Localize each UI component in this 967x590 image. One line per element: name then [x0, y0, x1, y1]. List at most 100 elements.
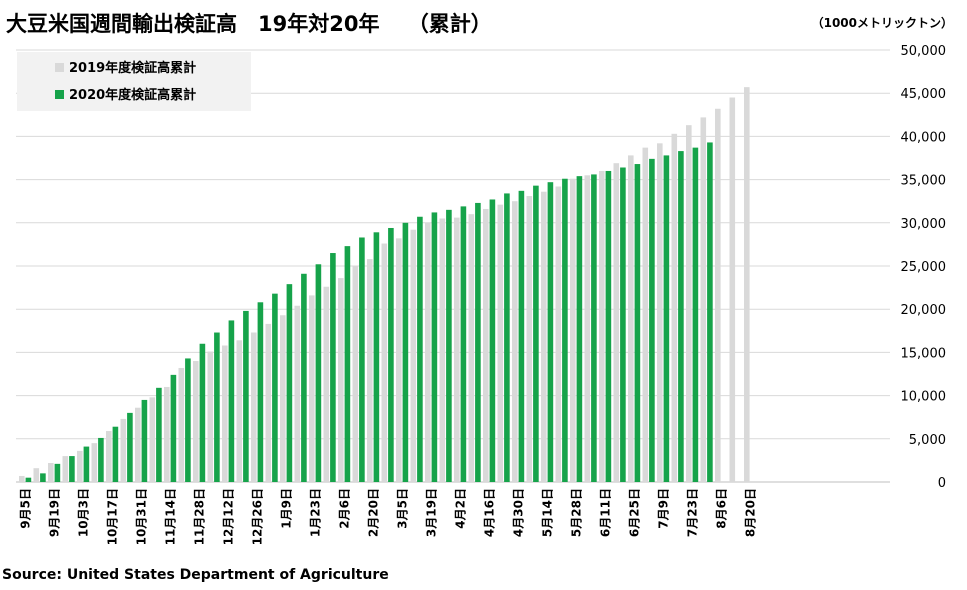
x-tick-label: 4月16日: [482, 488, 496, 537]
y-tick-label: 50,000: [901, 44, 947, 59]
bar-2019: [613, 163, 620, 482]
bar-2020: [344, 246, 351, 482]
bar-2020: [83, 446, 90, 482]
y-axis: 0 5,000 10,000 15,000 20,000 25,000 30,000 35,0…: [901, 44, 947, 491]
bar-2020: [518, 190, 525, 482]
bar-2019: [541, 191, 547, 483]
bar-2020: [301, 273, 307, 482]
bar-2019: [671, 133, 678, 483]
bar-2020: [533, 185, 539, 482]
x-tick-label: 10月31日: [134, 488, 148, 545]
bar-2019: [512, 201, 518, 482]
bar-2019: [396, 238, 402, 482]
y-tick-label: 35,000: [901, 174, 947, 189]
bar-2020: [620, 167, 626, 482]
bar-2020: [431, 212, 438, 482]
bar-2020: [663, 155, 670, 482]
bar-2019: [483, 208, 489, 482]
y-tick-label: 5,000: [909, 433, 946, 448]
bar-2020: [359, 237, 365, 482]
bar-2019: [425, 222, 431, 483]
bar-2019: [367, 259, 373, 482]
x-tick-label: 3月5日: [395, 488, 409, 529]
bar-2019: [149, 397, 156, 482]
x-tick-label: 5月28日: [569, 488, 583, 537]
bar-2019: [555, 186, 562, 482]
bar-2019: [77, 450, 83, 482]
legend-label: 2019年度検証高累計: [69, 60, 196, 76]
x-tick-label: 6月11日: [598, 488, 612, 537]
bar-2019: [178, 367, 185, 482]
bar-2020: [417, 216, 423, 482]
bar-2020: [402, 222, 409, 483]
x-axis: 9月5日 9月19日 10月3日 10月17日 10月31日 11月14日 11月28日 12…: [18, 488, 757, 545]
bar-2020: [141, 399, 148, 482]
bar-2020: [576, 176, 583, 483]
bar-2020: [112, 426, 119, 482]
bar-2019: [19, 475, 25, 482]
legend-swatch: [55, 90, 64, 99]
x-tick-label: 2月6日: [337, 488, 351, 529]
y-tick-label: 25,000: [901, 260, 947, 275]
bar-2020: [692, 147, 699, 482]
bar-2020: [199, 343, 206, 482]
x-tick-label: 1月23日: [308, 488, 322, 537]
x-tick-label: 12月26日: [250, 488, 264, 545]
y-tick-label: 20,000: [901, 303, 947, 318]
bar-2019: [280, 315, 286, 482]
bar-2019: [62, 456, 69, 482]
x-tick-label: 11月28日: [192, 488, 206, 545]
bar-2020: [446, 209, 452, 482]
bar-2020: [98, 437, 104, 482]
y-tick-label: 45,000: [901, 87, 947, 102]
x-tick-label: 12月12日: [221, 488, 235, 545]
bar-2020: [243, 310, 249, 482]
bar-2019: [729, 97, 736, 483]
y-tick-label: 0: [938, 476, 946, 491]
bar-2019: [352, 266, 359, 482]
bar-2020: [272, 293, 278, 482]
x-tick-label: 8月20日: [743, 488, 757, 537]
bar-2019: [323, 286, 330, 482]
bar-2019: [294, 305, 301, 482]
legend-box: [17, 52, 251, 111]
bar-2020: [373, 232, 380, 482]
x-tick-label: 6月25日: [627, 488, 641, 537]
bar-2019: [715, 108, 721, 482]
bar-2020: [678, 151, 684, 482]
x-tick-label: 4月2日: [453, 488, 467, 529]
y-tick-label: 40,000: [901, 130, 947, 145]
bar-2019: [468, 214, 475, 482]
bar-2020: [257, 302, 264, 482]
bar-2019: [309, 295, 315, 482]
bar-2019: [338, 278, 344, 482]
bar-2020: [170, 374, 177, 482]
bar-2020: [489, 199, 496, 483]
unit-label: （1000メトリックトン）: [811, 16, 953, 30]
bar-2019: [410, 229, 417, 482]
bar-2019: [207, 351, 214, 482]
bar-2019: [135, 407, 141, 482]
bar-2019: [236, 340, 243, 482]
bar-2020: [547, 182, 554, 482]
bar-2020: [330, 253, 336, 482]
source-note: Source: United States Department of Agri…: [2, 567, 389, 583]
bar-2020: [591, 174, 597, 482]
x-tick-label: 4月30日: [511, 488, 525, 537]
x-tick-label: 3月19日: [424, 488, 438, 537]
x-tick-label: 2月20日: [366, 488, 380, 537]
bar-2019: [33, 468, 40, 482]
bar-2020: [54, 463, 61, 482]
bar-2020: [475, 202, 481, 483]
bar-2020: [286, 284, 293, 482]
x-tick-label: 1月9日: [279, 488, 293, 529]
bar-2019: [686, 125, 692, 482]
bar-2020: [214, 332, 220, 482]
bar-2019: [48, 462, 54, 482]
bar-2019: [497, 204, 504, 482]
bar-2019: [381, 243, 388, 482]
bar-2019: [222, 345, 228, 482]
x-tick-label: 9月5日: [18, 488, 32, 529]
bar-2020: [562, 178, 568, 482]
